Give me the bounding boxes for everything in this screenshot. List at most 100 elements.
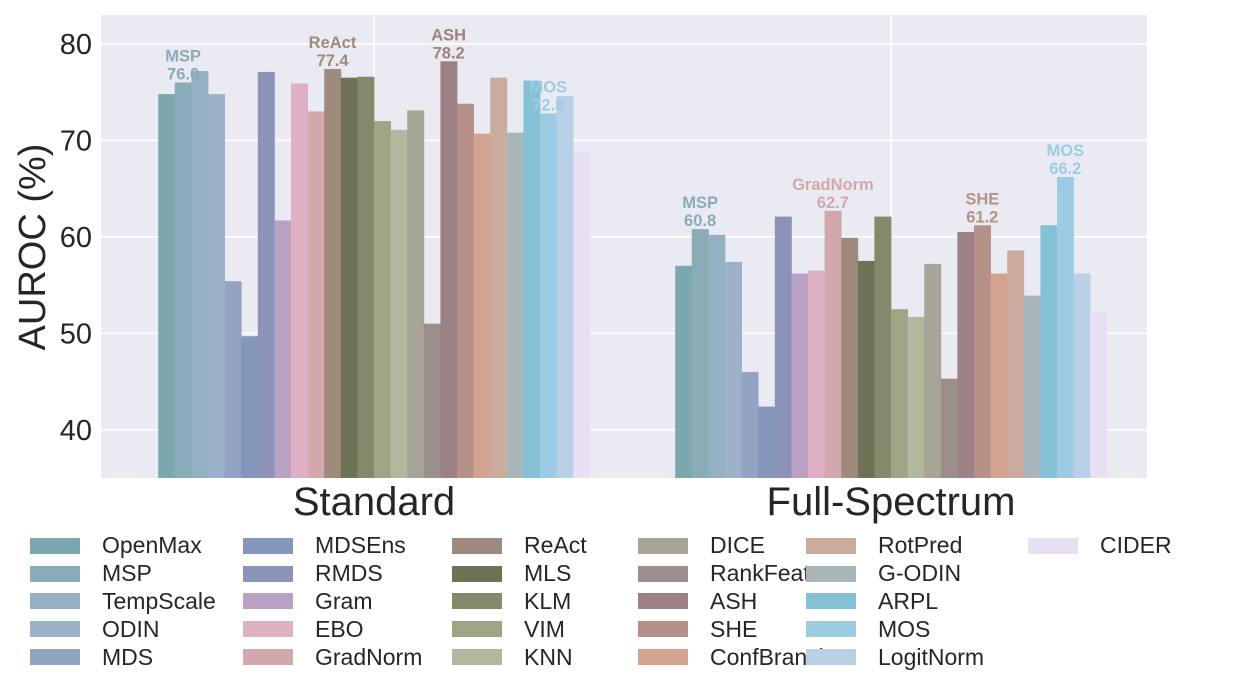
y-tick-label: 50: [60, 318, 92, 350]
legend-swatch: [638, 537, 688, 554]
legend-item: KLM: [452, 588, 587, 616]
annotation-value-gradnorm: 62.7: [817, 194, 849, 212]
legend-label: G-ODIN: [878, 560, 962, 587]
legend-item: Gram: [243, 588, 422, 616]
annotation-name-she: SHE: [965, 190, 999, 208]
legend-label: SHE: [710, 615, 758, 642]
bar-mls-1: [857, 260, 875, 478]
bar-tempscale-1: [708, 234, 726, 478]
legend-label: ARPL: [878, 587, 939, 614]
y-tick-labels: 40 50 60 70 80: [60, 29, 92, 447]
annotation-value-react: 77.4: [316, 52, 349, 70]
bar-logitnorm-1: [1073, 273, 1091, 478]
bar-arpl-1: [1040, 225, 1058, 478]
legend-item: ODIN: [30, 615, 216, 643]
annotation-name-gradnorm: GradNorm: [792, 176, 874, 194]
bar-rankfeat-1: [940, 378, 958, 478]
bar-dice-0: [407, 110, 425, 479]
bar-vim-1: [891, 309, 908, 478]
legend-item: MLS: [452, 560, 587, 588]
bar-klm-0: [357, 76, 375, 478]
bar-gram-0: [274, 220, 292, 478]
bar-annotations: MSP76.0ReAct77.4ASH78.2MOS72.8MSP60.8Gra…: [165, 26, 1084, 230]
legend-swatch: [638, 621, 688, 638]
y-axis-label: AUROC (%): [12, 144, 54, 351]
bar-knn-0: [390, 129, 408, 479]
legend-swatch: [452, 565, 502, 582]
bar-msp-0: [174, 82, 192, 479]
legend-swatch: [1028, 537, 1078, 554]
legend-label: ASH: [710, 587, 758, 614]
bar-logitnorm-0: [556, 96, 574, 478]
legend-label: ReAct: [524, 532, 587, 559]
legend-item: RankFeat: [638, 560, 831, 588]
legend-swatch: [243, 593, 293, 610]
legend-swatch: [30, 649, 80, 666]
legend-swatch: [638, 649, 688, 666]
bar-g-odin-1: [1023, 295, 1041, 478]
legend-label: MSP: [102, 560, 152, 587]
legend-swatch: [243, 649, 293, 666]
annotation-name-ash: ASH: [431, 26, 466, 44]
annotation-value-msp: 60.8: [684, 212, 716, 230]
legend-item: MDS: [30, 643, 216, 671]
bar-she-0: [457, 103, 474, 479]
legend-label: DICE: [710, 532, 765, 559]
bar-mds-1: [741, 371, 759, 478]
x-tick-label: Full-Spectrum: [767, 480, 1016, 524]
y-tick-label: 60: [60, 222, 92, 254]
legend-swatch: [452, 621, 502, 638]
annotation-value-ash: 78.2: [433, 44, 465, 62]
legend-swatch: [243, 565, 293, 582]
legend-column: OpenMax MSP TempScale ODIN MDS: [30, 532, 216, 671]
legend-column: DICE RankFeat ASH SHE ConfBranch: [638, 532, 831, 671]
bar-knn-1: [907, 316, 925, 478]
bar-cider-0: [573, 151, 591, 478]
bars: [158, 61, 1108, 479]
legend-item: ARPL: [806, 588, 984, 616]
legend-item: DICE: [638, 532, 831, 560]
legend-swatch: [638, 593, 688, 610]
bar-vim-0: [374, 121, 391, 478]
annotation-name-mos: MOS: [1047, 142, 1085, 160]
legend-label: EBO: [315, 615, 364, 642]
bar-arpl-0: [523, 80, 541, 478]
auroc-bar-chart: MSP76.0ReAct77.4ASH78.2MOS72.8MSP60.8Gra…: [12, 15, 1147, 524]
legend: OpenMax MSP TempScale ODIN MDS MDSEns RMDS Gram…: [30, 532, 1230, 682]
legend-label: RotPred: [878, 532, 963, 559]
legend-swatch: [243, 621, 293, 638]
bar-tempscale-0: [191, 70, 209, 478]
legend-label: TempScale: [102, 587, 216, 614]
bar-mds-0: [224, 281, 242, 478]
legend-label: VIM: [524, 615, 565, 642]
legend-column: ReAct MLS KLM VIM KNN: [452, 532, 587, 671]
legend-item: TempScale: [30, 588, 216, 616]
legend-swatch: [452, 537, 502, 554]
legend-item: KNN: [452, 643, 587, 671]
legend-item: MOS: [806, 615, 984, 643]
legend-column: CIDER: [1028, 532, 1172, 560]
legend-item: SHE: [638, 615, 831, 643]
y-tick-label: 40: [60, 415, 92, 447]
legend-item: GradNorm: [243, 643, 422, 671]
legend-item: MSP: [30, 560, 216, 588]
bar-ash-1: [957, 232, 975, 478]
legend-column: RotPred G-ODIN ARPL MOS LogitNorm: [806, 532, 984, 671]
legend-swatch: [806, 593, 856, 610]
legend-item: ReAct: [452, 532, 587, 560]
legend-item: RotPred: [806, 532, 984, 560]
bar-mdsens-0: [241, 336, 259, 478]
legend-item: G-ODIN: [806, 560, 984, 588]
x-tick-labels: Standard Full-Spectrum: [293, 480, 1016, 524]
bar-confbranch-1: [990, 273, 1008, 478]
bar-mos-0: [540, 113, 557, 478]
bar-cider-1: [1090, 312, 1108, 478]
legend-item: LogitNorm: [806, 643, 984, 671]
legend-swatch: [243, 537, 293, 554]
legend-swatch: [30, 621, 80, 638]
legend-label: MOS: [878, 615, 931, 642]
bar-rmds-0: [257, 71, 275, 478]
legend-label: CIDER: [1100, 532, 1172, 559]
bar-ebo-1: [808, 270, 825, 478]
bar-rotpred-1: [1007, 250, 1025, 478]
